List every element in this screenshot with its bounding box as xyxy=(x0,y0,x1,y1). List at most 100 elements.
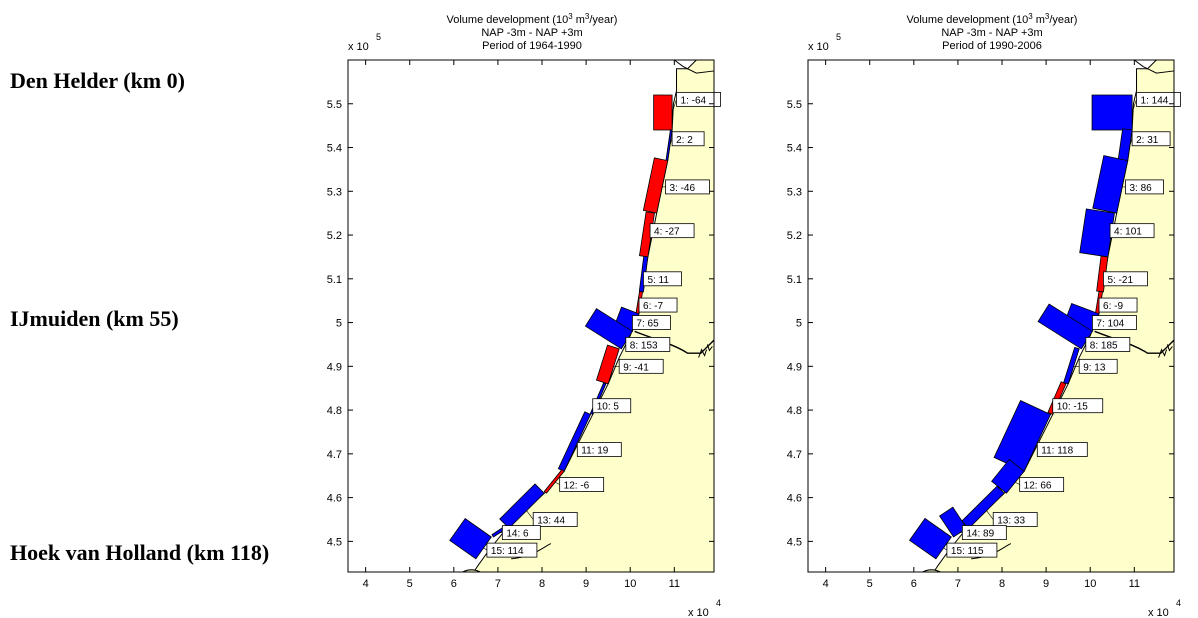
section-11-label-box xyxy=(1036,442,1088,457)
section-8-label-box xyxy=(625,337,671,352)
section-13-label-box xyxy=(992,512,1038,527)
section-5-label-box xyxy=(643,271,682,287)
y-axis-exponent-power: 5 xyxy=(376,32,381,42)
chart-title: Volume development (103 m3/year) xyxy=(447,12,618,26)
section-1-leader xyxy=(1131,99,1137,113)
axes-frame xyxy=(807,59,1175,573)
title-title-pre: Volume development (10 xyxy=(447,14,569,26)
y-tick-label: 5.5 xyxy=(327,99,342,111)
section-13-leader xyxy=(526,510,534,520)
y-axis-exponent: x 10 xyxy=(808,41,829,53)
label-ijmuiden: IJmuiden (km 55) xyxy=(10,306,179,331)
title-title-mid: m xyxy=(573,14,585,26)
x-tick-label: 6 xyxy=(911,578,917,590)
x-axis-exponent-power: 4 xyxy=(716,598,721,608)
y-tick-label: 5.5 xyxy=(787,99,802,111)
y-tick-label: 5.1 xyxy=(787,274,802,286)
x-tick-label: 11 xyxy=(1129,578,1140,590)
x-tick-label: 10 xyxy=(1084,578,1096,590)
y-tick-label: 4.9 xyxy=(327,361,342,373)
label-den-helder: Den Helder (km 0) xyxy=(10,68,185,93)
section-12-leader xyxy=(555,482,560,485)
y-tick-label: 4.7 xyxy=(327,449,342,461)
x-tick-label: 8 xyxy=(999,578,1005,590)
section-10-label: 10: -15 xyxy=(1057,402,1089,413)
section-7-label-box xyxy=(632,315,671,330)
map-panel-1964-1990: 1: -64 2: 2 3: -46 4: -27 5: 11 6: -7 7: 65 8: … xyxy=(327,12,721,618)
section-7-label: 7: 65 xyxy=(636,319,659,330)
section-6-label-box xyxy=(1098,297,1138,313)
section-8-label: 8: 153 xyxy=(630,340,658,351)
section-6-label-box xyxy=(638,297,678,313)
section-7-label-box xyxy=(1092,315,1137,330)
title-title-post: /year) xyxy=(1049,14,1077,26)
section-1-label: 1: -64 xyxy=(681,95,707,106)
chart-subtitle: NAP -3m - NAP +3m xyxy=(941,27,1042,39)
section-15-block xyxy=(908,517,952,560)
y-tick-label: 5.3 xyxy=(787,186,802,198)
section-9-block xyxy=(595,344,620,385)
section-3-label-box xyxy=(1125,179,1164,195)
x-tick-label: 10 xyxy=(624,578,636,590)
x-tick-label: 7 xyxy=(495,578,501,590)
label-hoek-van-holland: Hoek van Holland (km 118) xyxy=(10,540,270,565)
section-5-label-box xyxy=(1103,271,1148,287)
y-tick-label: 5.2 xyxy=(327,230,342,242)
section-11-block xyxy=(993,399,1052,472)
section-3-label: 3: 86 xyxy=(1129,183,1152,194)
section-9-label-box xyxy=(618,358,664,374)
y-tick-label: 4.5 xyxy=(327,536,342,548)
texel-coastline xyxy=(1134,59,1175,74)
section-12-label-box xyxy=(1019,477,1065,492)
y-tick-label: 5.1 xyxy=(327,274,342,286)
x-axis-exponent: x 10 xyxy=(1148,607,1169,618)
section-13-leader xyxy=(986,510,994,520)
x-tick-label: 4 xyxy=(363,578,369,590)
section-12-label: 12: 66 xyxy=(1024,480,1052,491)
section-2-label-box xyxy=(671,131,705,147)
title-title-post: /year) xyxy=(589,14,617,26)
north-sea-canal xyxy=(1094,330,1175,354)
chart-period: Period of 1990-2006 xyxy=(942,40,1042,52)
x-axis-exponent: x 10 xyxy=(688,607,709,618)
chart-title: Volume development (103 m3/year) xyxy=(907,12,1078,26)
section-15-label-box xyxy=(486,542,538,558)
section-14-label: 14: 6 xyxy=(506,529,529,540)
section-14-label-box xyxy=(961,525,1007,541)
section-2-label: 2: 2 xyxy=(676,135,693,146)
chart-period: Period of 1964-1990 xyxy=(482,40,582,52)
section-3-label: 3: -46 xyxy=(669,183,695,194)
y-tick-label: 4.6 xyxy=(787,493,802,505)
section-11-label-box xyxy=(576,442,622,457)
section-4-block xyxy=(639,211,655,258)
section-15-block xyxy=(449,518,492,560)
section-13-label-box xyxy=(532,512,578,527)
title-title-sup1: 3 xyxy=(568,12,573,21)
ij-harbour xyxy=(1158,344,1173,358)
y-tick-label: 4.5 xyxy=(787,536,802,548)
section-15-leader xyxy=(943,547,948,551)
title-title-pre: Volume development (10 xyxy=(907,14,1029,26)
y-tick-label: 4.8 xyxy=(787,405,802,417)
section-13-block xyxy=(499,483,545,529)
section-12-block xyxy=(543,469,565,494)
section-3-block xyxy=(1092,155,1129,214)
y-tick-label: 5 xyxy=(796,318,802,330)
y-tick-label: 4.9 xyxy=(787,361,802,373)
section-7-label: 7: 104 xyxy=(1096,319,1124,330)
section-15-label: 15: 114 xyxy=(491,546,524,557)
x-tick-label: 11 xyxy=(669,578,680,590)
map-panel-1990-2006: 1: 144 2: 31 3: 86 4: 101 5: -21 6: -9 7: 104 8… xyxy=(787,12,1181,618)
section-12-block xyxy=(991,458,1025,494)
section-11-label: 11: 19 xyxy=(581,445,608,456)
section-2-label-box xyxy=(1131,131,1171,147)
y-axis-exponent-power: 5 xyxy=(836,32,841,42)
section-2-label: 2: 31 xyxy=(1136,135,1159,146)
y-tick-label: 4.6 xyxy=(327,493,342,505)
x-tick-label: 4 xyxy=(823,578,829,590)
y-tick-label: 5.4 xyxy=(327,143,342,155)
section-5-label: 5: -21 xyxy=(1107,275,1133,286)
y-axis-exponent: x 10 xyxy=(348,41,369,53)
axes-frame xyxy=(347,59,715,573)
section-5-label: 5: 11 xyxy=(647,275,669,286)
